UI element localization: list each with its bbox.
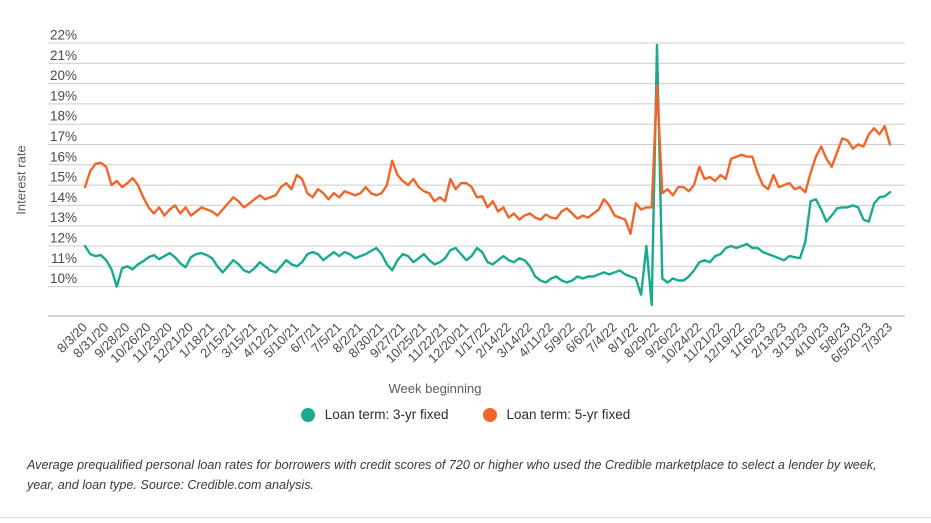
svg-text:18%: 18% [50, 109, 77, 124]
svg-text:12%: 12% [50, 231, 77, 246]
chart-legend: Loan term: 3-yr fixed Loan term: 5-yr fi… [0, 407, 931, 422]
y-axis-title: Interest rate [13, 145, 29, 215]
svg-text:22%: 22% [50, 28, 77, 43]
svg-text:15%: 15% [50, 170, 77, 185]
svg-text:14%: 14% [50, 190, 77, 205]
svg-text:11%: 11% [51, 251, 77, 266]
svg-text:13%: 13% [50, 210, 77, 225]
svg-text:19%: 19% [50, 88, 77, 103]
legend-label-3yr: Loan term: 3-yr fixed [324, 407, 449, 422]
legend-item-5yr: Loan term: 5-yr fixed [482, 407, 631, 422]
svg-text:21%: 21% [50, 48, 77, 63]
legend-dot-5yr-icon [482, 407, 497, 422]
bottom-divider [0, 517, 931, 518]
chart-footnote: Average prequalified personal loan rates… [27, 458, 877, 492]
x-axis-title: Week beginning [388, 381, 482, 396]
svg-text:10%: 10% [50, 271, 77, 286]
svg-text:16%: 16% [50, 149, 77, 164]
line-chart-canvas: 22%21%20%19%18%17%16%15%14%13%12%11%10%8… [48, 28, 905, 366]
svg-text:17%: 17% [50, 129, 77, 144]
legend-dot-3yr-icon [300, 407, 315, 422]
svg-text:20%: 20% [50, 68, 77, 83]
legend-item-3yr: Loan term: 3-yr fixed [300, 407, 449, 422]
legend-label-5yr: Loan term: 5-yr fixed [506, 407, 631, 422]
